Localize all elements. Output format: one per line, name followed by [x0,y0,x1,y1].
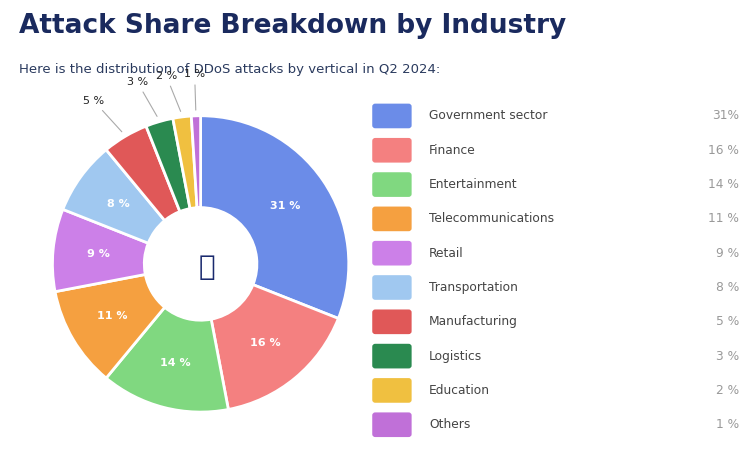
FancyBboxPatch shape [372,413,412,437]
FancyBboxPatch shape [372,104,412,128]
Wedge shape [173,116,197,209]
Wedge shape [106,307,228,412]
Text: 1 %: 1 % [184,69,205,110]
Text: 5 %: 5 % [716,315,739,328]
FancyBboxPatch shape [372,378,412,403]
Text: Government sector: Government sector [429,109,548,122]
Text: 3 %: 3 % [716,350,739,363]
Text: Education: Education [429,384,490,397]
Wedge shape [191,116,201,208]
Text: Retail: Retail [429,247,464,260]
Text: 11 %: 11 % [97,311,128,321]
Text: Logistics: Logistics [429,350,482,363]
Text: 11 %: 11 % [708,213,739,225]
Text: 16 %: 16 % [708,144,739,157]
Text: ⛨: ⛨ [198,253,215,281]
Wedge shape [55,275,165,378]
Text: 9 %: 9 % [716,247,739,260]
Text: 8 %: 8 % [106,199,129,209]
FancyBboxPatch shape [372,172,412,197]
Text: 31%: 31% [713,109,739,122]
Wedge shape [211,285,338,409]
Text: 31 %: 31 % [270,201,300,212]
Text: 14 %: 14 % [708,178,739,191]
FancyBboxPatch shape [372,275,412,300]
Text: 14 %: 14 % [160,358,190,368]
FancyBboxPatch shape [372,344,412,369]
Wedge shape [146,119,190,212]
Text: 3 %: 3 % [126,77,157,116]
Text: Here is the distribution of DDoS attacks by vertical in Q2 2024:: Here is the distribution of DDoS attacks… [19,63,440,75]
Text: 2 %: 2 % [716,384,739,397]
Text: 1 %: 1 % [716,418,739,431]
Circle shape [144,207,257,320]
Wedge shape [53,209,149,292]
FancyBboxPatch shape [372,206,412,231]
FancyBboxPatch shape [372,138,412,163]
Text: Telecommunications: Telecommunications [429,213,554,225]
Text: Entertainment: Entertainment [429,178,518,191]
Text: Others: Others [429,418,470,431]
Wedge shape [106,126,180,220]
Text: 8 %: 8 % [716,281,739,294]
Wedge shape [63,150,165,243]
Text: 9 %: 9 % [88,249,110,259]
Text: Transportation: Transportation [429,281,518,294]
FancyBboxPatch shape [372,309,412,334]
Text: 5 %: 5 % [83,96,122,132]
Text: Finance: Finance [429,144,476,157]
Text: 16 %: 16 % [250,338,281,348]
Wedge shape [201,116,348,319]
Text: Manufacturing: Manufacturing [429,315,518,328]
FancyBboxPatch shape [372,241,412,265]
Text: Attack Share Breakdown by Industry: Attack Share Breakdown by Industry [19,13,566,38]
Text: 2 %: 2 % [155,71,181,112]
